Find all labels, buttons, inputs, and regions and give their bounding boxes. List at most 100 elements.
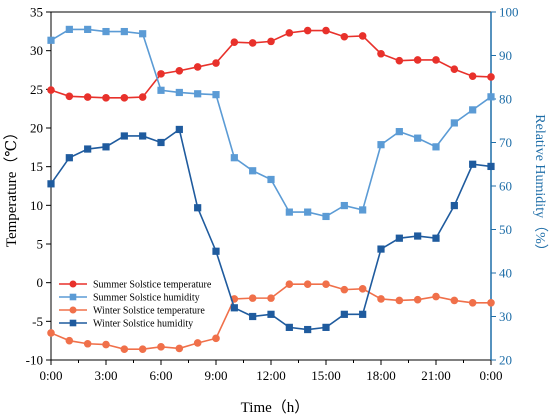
data-point: [102, 27, 110, 36]
data-point: [193, 63, 202, 71]
data-point: [249, 312, 257, 321]
series-2: [47, 25, 495, 221]
legend-label: Summer Solstice humidity: [93, 293, 200, 304]
data-point: [65, 25, 73, 33]
legend-swatch-marker: [69, 293, 77, 301]
y-left-tick-label: 15: [30, 159, 43, 174]
data-point: [120, 345, 129, 353]
data-point: [377, 245, 385, 253]
data-point: [322, 323, 330, 331]
data-point: [322, 280, 330, 289]
data-point: [175, 88, 183, 97]
data-point: [47, 36, 55, 44]
data-point: [487, 93, 495, 101]
data-point: [249, 167, 257, 175]
data-point: [175, 66, 184, 75]
y-right-tick-label: 70: [499, 135, 512, 150]
data-point: [285, 280, 294, 289]
y-left-tick-label: 10: [30, 198, 43, 213]
legend-label: Winter Solstice humidity: [93, 319, 193, 330]
x-tick-label: 3:00: [94, 368, 117, 383]
y-left-tick-label: 0: [37, 275, 44, 290]
data-point: [267, 175, 275, 184]
x-tick-label: 6:00: [149, 368, 172, 383]
data-point: [377, 295, 385, 303]
legend-item: Winter Solstice humidity: [59, 319, 193, 330]
series-3: [47, 280, 495, 353]
data-point: [322, 26, 330, 35]
data-point: [285, 208, 293, 216]
data-point: [157, 138, 165, 147]
data-point: [120, 27, 128, 36]
data-point: [468, 72, 477, 80]
data-point: [175, 125, 183, 134]
data-point: [395, 56, 404, 65]
data-point: [83, 339, 92, 348]
data-point: [487, 298, 495, 307]
data-point: [139, 132, 147, 140]
data-point: [487, 73, 495, 81]
data-point: [267, 310, 275, 318]
y-left-tick-label: -5: [32, 314, 43, 329]
data-point: [358, 32, 367, 40]
x-tick-label: 18:00: [366, 368, 396, 383]
y-left-tick-label: 30: [30, 43, 43, 58]
data-point: [83, 93, 92, 101]
data-point: [468, 298, 477, 307]
legend-swatch-marker: [69, 319, 77, 327]
y-left-tick-label: 25: [30, 82, 43, 97]
x-tick-label: 9:00: [204, 368, 227, 383]
data-point: [303, 280, 312, 289]
legend-item: Summer Solstice temperature: [59, 280, 212, 291]
data-point: [47, 86, 55, 94]
legend-item: Winter Solstice temperature: [59, 306, 205, 317]
x-tick-label: 15:00: [311, 368, 341, 383]
data-point: [84, 25, 92, 33]
data-point: [248, 294, 257, 302]
data-point: [340, 310, 348, 318]
y-right-tick-label: 40: [499, 266, 512, 281]
data-point: [377, 49, 385, 58]
y-axis-title-left: Temperature（℃）: [3, 125, 20, 247]
legend-swatch-marker: [69, 306, 77, 314]
data-point: [175, 344, 184, 353]
y-right-tick-label: 90: [499, 48, 512, 63]
data-point: [230, 154, 238, 162]
data-point: [303, 26, 312, 35]
data-point: [193, 339, 202, 347]
y-right-tick-label: 60: [499, 179, 512, 194]
y-axis-title-right: Relative Humidity（%）: [532, 114, 548, 257]
series-line: [50, 28, 492, 218]
legend-item: Summer Solstice humidity: [59, 293, 200, 304]
data-point: [267, 37, 275, 46]
data-point: [395, 234, 403, 242]
data-point: [322, 212, 330, 221]
data-point: [212, 91, 220, 99]
data-point: [432, 234, 440, 242]
data-point: [248, 39, 257, 47]
data-point: [340, 32, 349, 41]
x-tick-label: 21:00: [421, 368, 451, 383]
data-point: [358, 285, 367, 293]
y-left-tick-label: 5: [37, 237, 44, 252]
data-point: [194, 90, 202, 98]
data-point: [102, 143, 110, 151]
data-point: [157, 70, 165, 78]
data-point: [340, 285, 349, 294]
data-point: [469, 160, 477, 168]
x-tick-label: 0:00: [479, 368, 502, 383]
data-point: [413, 56, 422, 64]
data-point: [267, 294, 275, 302]
data-point: [395, 128, 403, 136]
data-point: [139, 30, 147, 38]
data-point: [102, 340, 110, 349]
data-point: [212, 247, 220, 255]
legend-label: Winter Solstice temperature: [93, 306, 205, 317]
series-1: [47, 26, 495, 102]
data-point: [413, 295, 422, 304]
data-point: [304, 325, 312, 334]
data-point: [138, 93, 147, 101]
data-point: [212, 59, 220, 67]
data-point: [157, 343, 165, 351]
data-point: [414, 232, 422, 240]
